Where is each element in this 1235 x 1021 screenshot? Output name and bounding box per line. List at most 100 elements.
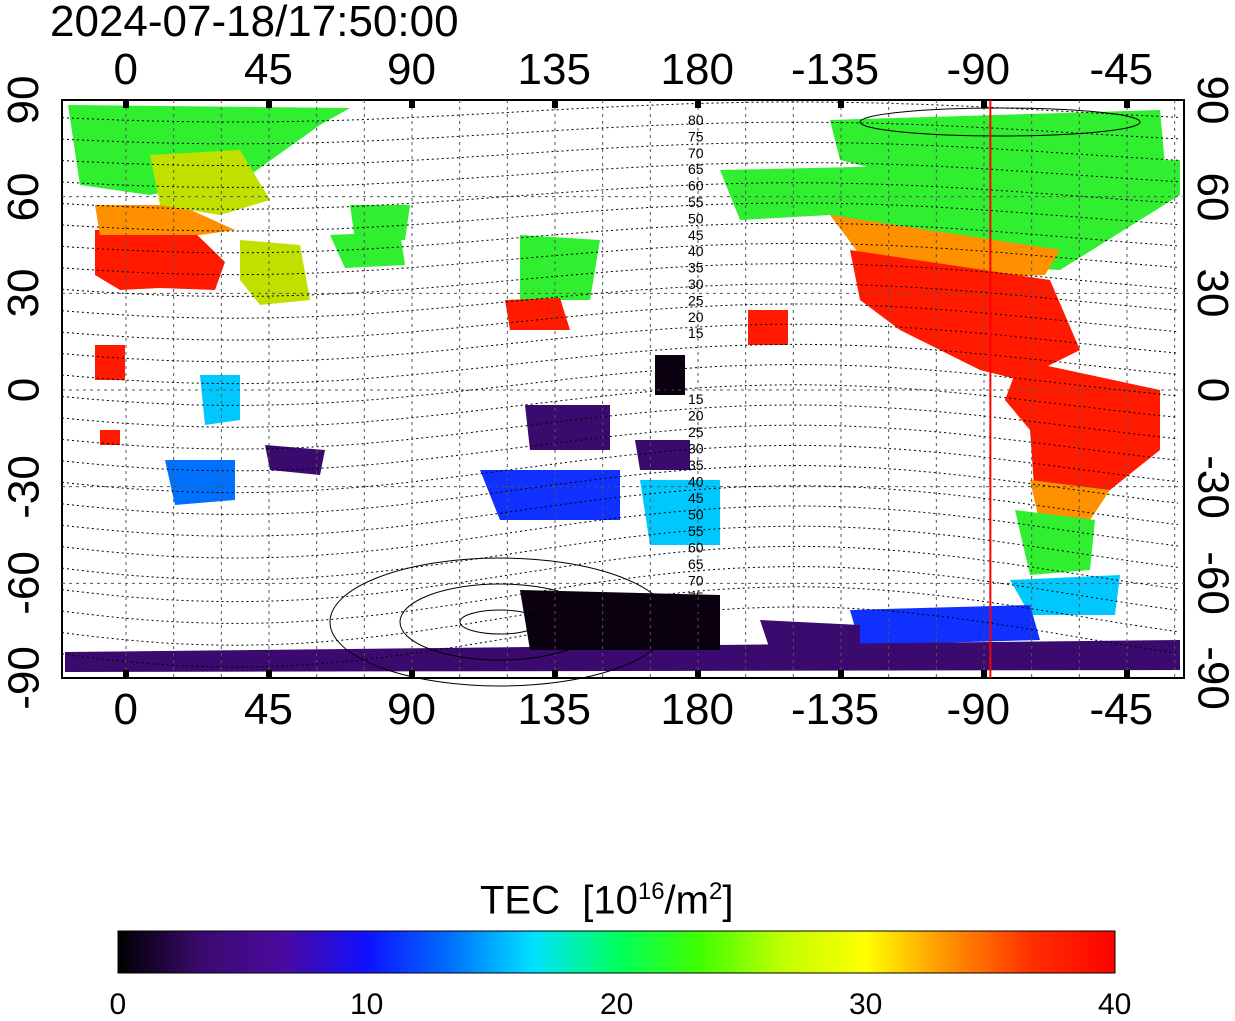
colorbar-unit-suffix: ] xyxy=(722,878,734,923)
contour-label: 45 xyxy=(688,227,704,243)
xbot-tick: 180 xyxy=(660,685,734,734)
magnetic-contour-line xyxy=(61,101,1179,123)
new-zealand-patch xyxy=(640,480,720,545)
contour-label: 30 xyxy=(688,276,704,292)
xtop-tick: -135 xyxy=(791,45,880,94)
magnetic-contour-line xyxy=(61,444,1179,494)
magnetic-contour-line xyxy=(61,242,1179,276)
contour-label: 80 xyxy=(688,112,704,128)
north-america-green-patch xyxy=(720,160,1180,270)
indonesia-patch xyxy=(525,405,610,450)
contour-label: 55 xyxy=(688,194,704,210)
contour-label: 75 xyxy=(688,128,704,144)
contour-label: 40 xyxy=(688,474,704,490)
siberia-patch xyxy=(350,205,410,240)
yleft-tick: -30 xyxy=(0,455,48,519)
xtop-tick: 45 xyxy=(244,45,293,94)
antarctic-blue-patch xyxy=(850,605,1040,645)
xbot-tick: 0 xyxy=(113,685,138,734)
madagascar-patch xyxy=(265,445,325,475)
yleft-tick: 30 xyxy=(0,268,48,318)
contour-labels: 8075706560555045403530252015152025303540… xyxy=(688,112,704,605)
colorbar xyxy=(117,930,1116,974)
xtop-tick: -90 xyxy=(946,45,1011,94)
yleft-tick: 90 xyxy=(0,75,48,125)
magnetic-contour-line xyxy=(61,162,1179,188)
contour-label: 30 xyxy=(688,441,704,457)
graticule xyxy=(62,100,1184,678)
yright-tick: 90 xyxy=(1188,75,1235,125)
north-america-orange-patch xyxy=(830,215,1060,280)
magnetic-contour-line xyxy=(61,202,1179,232)
south-pole-contour xyxy=(329,557,671,687)
xbot-tick: 90 xyxy=(387,685,436,734)
xtop-tick: 180 xyxy=(660,45,734,94)
magnetic-contour-line xyxy=(61,586,1179,646)
yleft-tick: -90 xyxy=(0,646,48,710)
contour-label: 60 xyxy=(688,178,704,194)
europe-mid-patch xyxy=(95,205,235,235)
south-america-red-patch xyxy=(1005,360,1160,520)
magnetic-contour-line xyxy=(61,545,1179,603)
yleft-tick: -60 xyxy=(0,551,48,615)
south-america-orange-patch xyxy=(1030,480,1110,525)
magnetic-contour-line xyxy=(61,283,1179,319)
axis-tick-marks xyxy=(123,100,1130,678)
contour-label: 35 xyxy=(688,260,704,276)
contour-label: 50 xyxy=(688,507,704,523)
contour-label: 25 xyxy=(688,424,704,440)
cbticks-tick: 20 xyxy=(600,988,634,1021)
scandinavia-patch xyxy=(150,150,270,215)
gulf-guinea-patch xyxy=(100,430,120,445)
magnetic-contour-line xyxy=(61,525,1179,581)
contour-label: 25 xyxy=(688,292,704,308)
yright-tick: 0 xyxy=(1188,377,1235,403)
contour-label: 15 xyxy=(688,391,704,407)
yright-tick: 30 xyxy=(1188,268,1235,318)
antarctic-purple-patch xyxy=(65,640,1180,672)
contour-label: 60 xyxy=(688,540,704,556)
magnetic-contour-line xyxy=(61,384,1179,428)
south-pole-contour xyxy=(399,583,601,661)
arctic-canada-patch xyxy=(830,110,1165,175)
contour-label: 75 xyxy=(688,589,704,605)
yleft-tick: 60 xyxy=(0,172,48,222)
yright-tick: -60 xyxy=(1188,551,1235,615)
europe-green-patch xyxy=(68,105,350,195)
magnetic-contour-line xyxy=(61,465,1179,515)
xbot-tick: -45 xyxy=(1089,685,1154,734)
colorbar-unit-mid: /m xyxy=(664,878,709,923)
yright-tick: 60 xyxy=(1188,172,1235,222)
magnetic-contour-line xyxy=(61,121,1179,145)
pacific-dark-patch xyxy=(655,355,685,395)
contour-label: 35 xyxy=(688,457,704,473)
yright-tick: -90 xyxy=(1188,646,1235,710)
magnetic-contour-line xyxy=(61,323,1179,363)
contour-label: 50 xyxy=(688,210,704,226)
xbot-tick: -135 xyxy=(791,685,880,734)
magnetic-contour-line xyxy=(61,505,1179,559)
colorbar-label: TEC xyxy=(480,878,560,923)
colorbar-title: TEC [1016/m2] xyxy=(480,872,733,920)
south-tip-patch xyxy=(1010,575,1120,615)
colorbar-unit-prefix: [10 xyxy=(582,878,638,923)
north-pole-contour xyxy=(859,107,1141,137)
xbot-tick: 135 xyxy=(517,685,591,734)
patagonia-patch xyxy=(1015,510,1095,575)
baja-patch xyxy=(748,310,788,345)
contour-label: 45 xyxy=(688,490,704,506)
magnetic-contour-line xyxy=(61,343,1179,385)
contour-label: 15 xyxy=(688,325,704,341)
magnetic-contour-line xyxy=(61,606,1179,668)
cbticks-tick: 40 xyxy=(1098,988,1132,1021)
contour-label: 70 xyxy=(688,573,704,589)
contour-label: 20 xyxy=(688,309,704,325)
east-africa-patch xyxy=(200,375,240,425)
magnetic-contour-line xyxy=(61,222,1179,254)
south-africa-patch xyxy=(165,460,235,505)
japan-red-patch xyxy=(505,298,570,330)
magnetic-contour-line xyxy=(61,263,1179,297)
xtop-tick: 90 xyxy=(387,45,436,94)
